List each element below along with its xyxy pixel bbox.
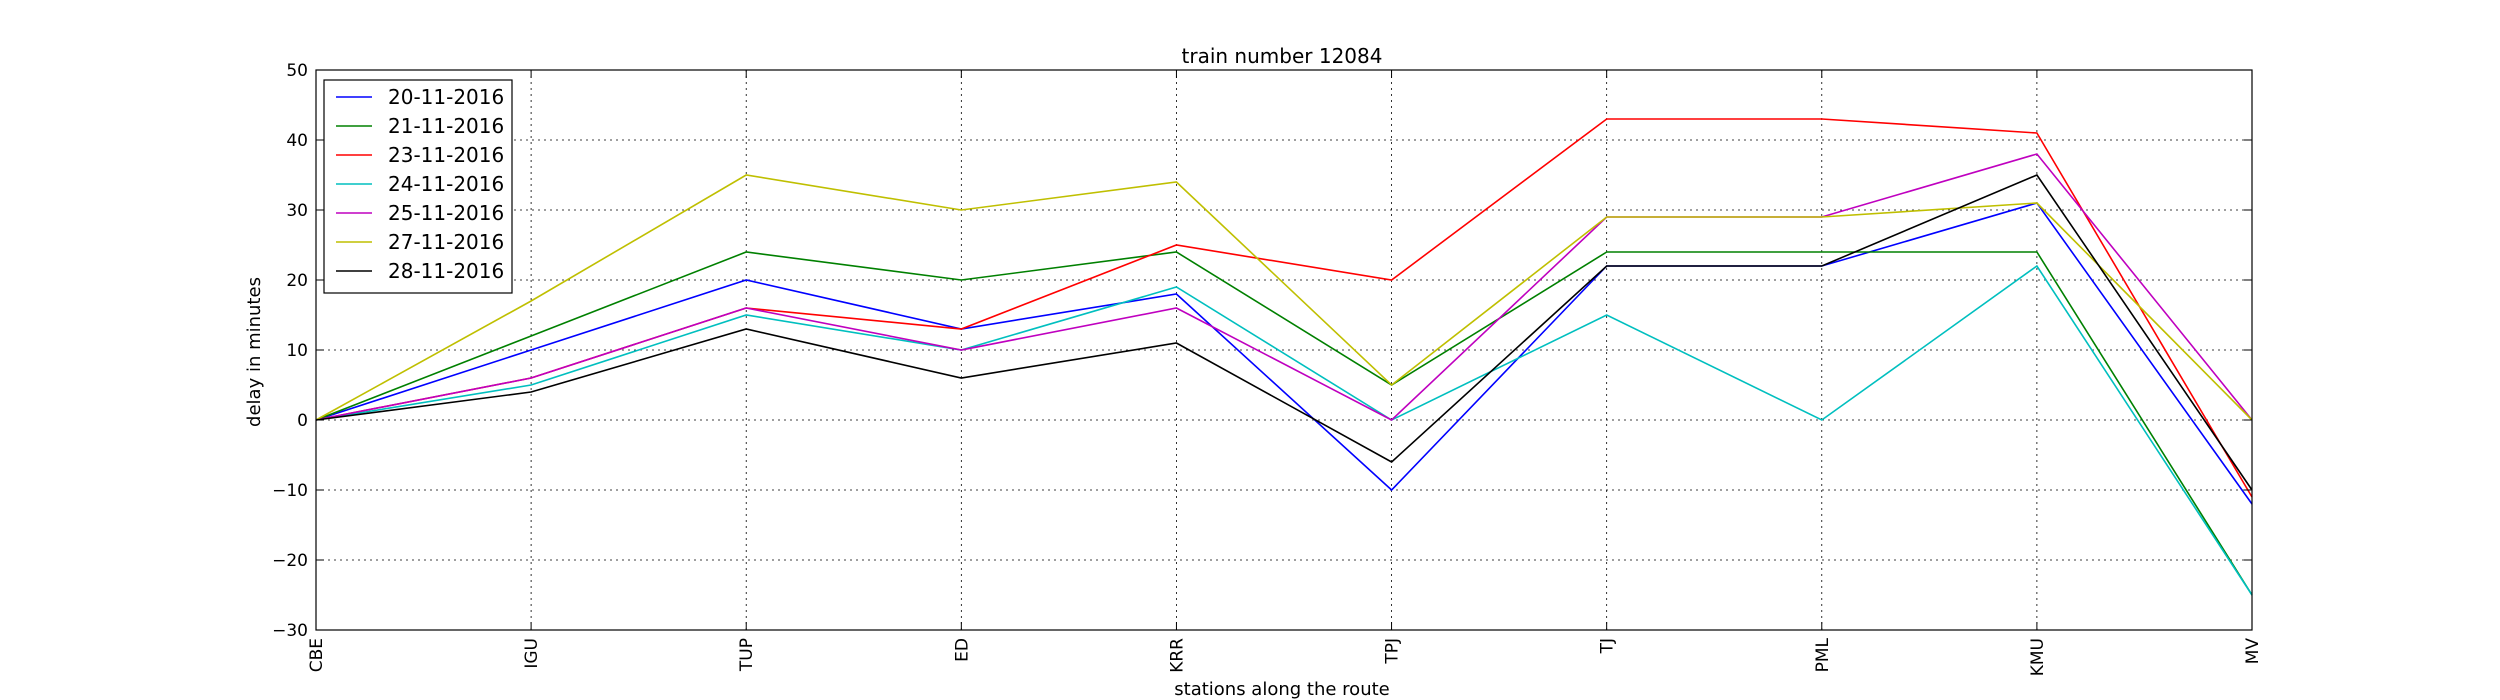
series-line-25-11-2016 [315, 153, 2253, 421]
x-tick-label: KRR [1167, 638, 1187, 673]
legend-entry: 20-11-2016 [388, 85, 504, 109]
legend-entry: 25-11-2016 [388, 201, 504, 225]
x-axis-ticks: CBE IGU TUP ED KRR TPJ TJ PML KMU MV [307, 70, 2263, 676]
legend-box [323, 79, 513, 294]
y-tick-label: 30 [286, 201, 308, 221]
y-axis-ticks: −30 −20 −10 0 10 20 30 40 50 [272, 61, 2252, 641]
legend-entry: 28-11-2016 [388, 259, 504, 283]
x-tick-label: PML [1813, 637, 1833, 672]
grid-lines [316, 70, 2252, 630]
y-tick-label: −30 [272, 621, 308, 641]
y-tick-label: 10 [286, 341, 308, 361]
y-axis-label: delay in minutes [244, 277, 265, 427]
x-tick-label: TUP [737, 638, 757, 672]
series-line-27-11-2016 [315, 174, 2253, 421]
series-line-28-11-2016 [315, 174, 2253, 491]
x-tick-label: MV [2243, 638, 2263, 665]
y-tick-label: 20 [286, 271, 308, 291]
series-line-20-11-2016 [315, 202, 2253, 505]
legend: 20-11-2016 21-11-2016 23-11-2016 24-11-2016… [323, 79, 513, 294]
legend-entry: 23-11-2016 [388, 143, 504, 167]
y-tick-label: 0 [297, 411, 308, 431]
legend-entry: 24-11-2016 [388, 172, 504, 196]
series-line-21-11-2016 [315, 251, 2253, 596]
x-tick-label: IGU [522, 638, 542, 669]
y-tick-label: 40 [286, 131, 308, 151]
x-tick-label: TPJ [1383, 638, 1403, 665]
y-tick-label: −20 [272, 551, 308, 571]
x-tick-label: CBE [307, 638, 327, 672]
x-tick-label: KMU [2028, 638, 2048, 676]
series-lines [315, 118, 2253, 596]
legend-entry: 27-11-2016 [388, 230, 504, 254]
x-axis-label: stations along the route [1174, 679, 1389, 700]
y-tick-label: 50 [286, 61, 308, 81]
x-tick-label: TJ [1598, 638, 1618, 654]
chart-title: train number 12084 [1182, 44, 1383, 68]
series-line-24-11-2016 [315, 264, 2253, 596]
legend-entry: 21-11-2016 [388, 114, 504, 138]
y-tick-label: −10 [272, 481, 308, 501]
x-tick-label: ED [952, 638, 972, 662]
